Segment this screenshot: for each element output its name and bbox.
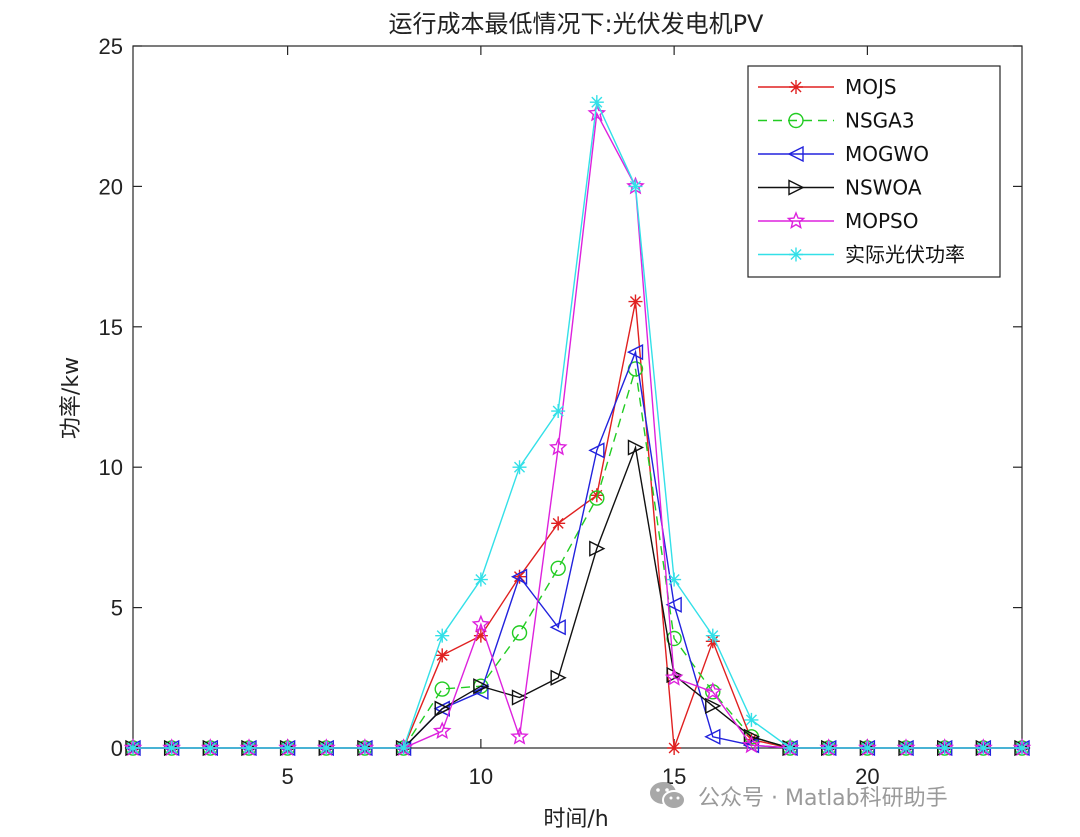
data-point-nswoa — [627, 439, 645, 456]
data-point-mopso — [471, 614, 491, 633]
watermark: 公众号 · Matlab科研助手 — [648, 778, 948, 814]
data-point-mojs — [435, 648, 450, 663]
data-point-nswoa — [511, 689, 529, 706]
legend-label: NSGA3 — [845, 109, 915, 133]
data-point-mojs — [551, 516, 566, 531]
data-point-actual-pv — [512, 460, 527, 475]
data-point-nswoa — [705, 697, 722, 715]
data-point-mogwo — [472, 683, 489, 700]
data-point-actual-pv — [473, 572, 488, 587]
data-point-mogwo — [510, 568, 528, 585]
data-point-actual-pv — [551, 404, 566, 419]
legend-marker — [786, 211, 806, 229]
data-point-actual-pv — [821, 741, 836, 755]
legend-marker — [789, 80, 803, 94]
data-point-actual-pv — [241, 741, 256, 755]
y-tick-label: 10 — [99, 455, 123, 480]
y-tick-label: 15 — [99, 315, 123, 340]
data-point-actual-pv — [1015, 741, 1029, 755]
x-tick-label: 20 — [855, 764, 879, 789]
data-point-nswoa — [550, 669, 567, 686]
data-point-actual-pv — [396, 741, 411, 755]
data-point-mojs — [589, 488, 604, 503]
series-layer — [123, 95, 1032, 757]
data-point-actual-pv — [164, 741, 179, 755]
data-point-actual-pv — [628, 179, 643, 194]
data-point-actual-pv — [280, 741, 295, 755]
data-point-actual-pv — [589, 95, 604, 110]
data-point-actual-pv — [435, 628, 450, 643]
data-point-mopso — [664, 667, 684, 686]
data-point-actual-pv — [705, 628, 720, 643]
data-point-mojs — [628, 294, 643, 309]
data-point-nswoa — [473, 678, 490, 695]
y-tick-label: 5 — [111, 596, 123, 621]
y-tick-label: 20 — [99, 174, 123, 199]
legend-label: MOPSO — [845, 209, 919, 233]
legend-label: MOGWO — [845, 142, 929, 166]
series-actual-pv — [126, 95, 1029, 755]
data-point-nswoa — [743, 728, 761, 745]
data-point-mopso — [742, 735, 761, 754]
data-point-actual-pv — [319, 741, 334, 755]
data-point-mopso — [703, 681, 723, 700]
legend-marker — [788, 112, 804, 129]
data-point-mogwo — [626, 343, 644, 361]
y-tick-label: 25 — [99, 34, 123, 59]
data-point-actual-pv — [976, 741, 991, 755]
y-axis-label: 功率/kw — [59, 357, 84, 439]
data-point-mogwo — [665, 596, 682, 613]
data-point-actual-pv — [357, 741, 372, 755]
legend-marker — [788, 179, 805, 196]
chart-title: 运行成本最低情况下:光伏发电机PV — [389, 10, 765, 38]
watermark-text: 公众号 · Matlab科研助手 — [698, 786, 948, 811]
data-point-mopso — [510, 726, 529, 745]
legend-box — [747, 65, 1001, 278]
legend-label: 实际光伏功率 — [845, 243, 965, 267]
x-tick-label: 5 — [281, 764, 293, 789]
data-point-mogwo — [704, 728, 721, 745]
data-point-actual-pv — [667, 572, 682, 587]
data-point-actual-pv — [126, 741, 140, 755]
x-axis-label: 时间/h — [543, 807, 608, 832]
data-point-mojs — [667, 741, 682, 755]
data-point-mopso — [432, 721, 452, 740]
series-line-nsga3 — [133, 368, 1022, 749]
data-point-nsga3 — [589, 490, 605, 506]
data-point-mojs — [473, 628, 488, 643]
data-point-actual-pv — [783, 741, 798, 755]
data-point-nsga3 — [434, 681, 450, 697]
data-point-actual-pv — [937, 741, 952, 755]
data-point-mogwo — [549, 619, 566, 636]
legend: MOJS NSGA3 MOGWO NSWOA MOPSO 实际光伏功率 — [747, 65, 1001, 278]
data-point-nswoa — [589, 540, 606, 557]
y-tick-label: 0 — [111, 736, 123, 761]
legend-marker — [787, 145, 804, 163]
x-tick-label: 10 — [469, 764, 493, 789]
data-point-nswoa — [434, 700, 451, 717]
legend-label: NSWOA — [845, 176, 922, 200]
data-point-mopso — [548, 437, 568, 456]
data-point-actual-pv — [860, 741, 875, 755]
wechat-icon — [650, 782, 686, 810]
data-point-nsga3 — [550, 560, 566, 576]
data-point-actual-pv — [203, 741, 218, 755]
data-point-actual-pv — [744, 712, 759, 727]
legend-label: MOJS — [845, 75, 897, 99]
data-point-actual-pv — [899, 741, 914, 755]
data-point-nsga3 — [511, 625, 528, 641]
data-point-nsga3 — [666, 630, 682, 647]
legend-marker — [789, 247, 803, 262]
data-point-mogwo — [588, 442, 605, 459]
data-point-mopso — [587, 103, 607, 122]
